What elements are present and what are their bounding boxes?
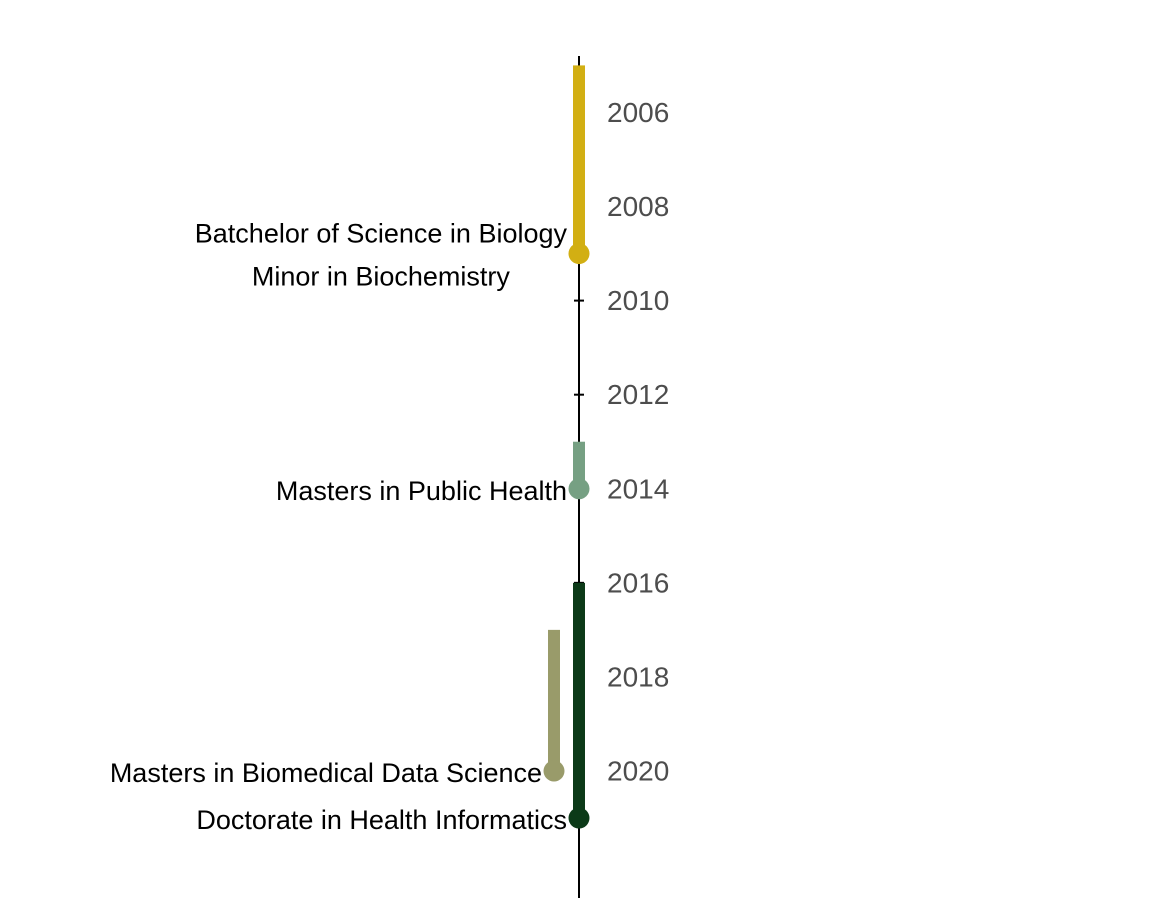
tick-label: 2016 [607, 567, 669, 598]
event-sublabel: Minor in Biochemistry [252, 262, 511, 292]
event-end-marker [568, 478, 590, 500]
event-bar [548, 629, 560, 771]
event-end-marker [543, 760, 565, 782]
event-label: Masters in Public Health [276, 476, 567, 506]
timeline-event: Masters in Biomedical Data Science [110, 629, 565, 788]
event-end-marker [568, 807, 590, 829]
tick-label: 2014 [607, 473, 669, 504]
tick-label: 2012 [607, 379, 669, 410]
event-label: Masters in Biomedical Data Science [110, 758, 542, 788]
tick-label: 2018 [607, 661, 669, 692]
event-bar [573, 582, 585, 819]
tick-label: 2020 [607, 755, 669, 786]
tick-label: 2010 [607, 285, 669, 316]
tick-label: 2008 [607, 191, 669, 222]
event-label: Batchelor of Science in Biology [195, 219, 568, 249]
event-bar [573, 65, 585, 254]
timeline-event: Masters in Public Health [276, 441, 590, 506]
timeline-event: Doctorate in Health Informatics [196, 582, 590, 835]
event-end-marker [568, 243, 590, 265]
event-bar [573, 441, 585, 489]
ticks-layer: 2006 2008 2010 2012 2014 2016 2018 2020 [574, 97, 669, 786]
timeline-event: Batchelor of Science in Biology Minor in … [195, 65, 590, 292]
events-layer: Batchelor of Science in Biology Minor in … [110, 65, 590, 835]
tick-label: 2006 [607, 97, 669, 128]
event-label: Doctorate in Health Informatics [196, 805, 567, 835]
